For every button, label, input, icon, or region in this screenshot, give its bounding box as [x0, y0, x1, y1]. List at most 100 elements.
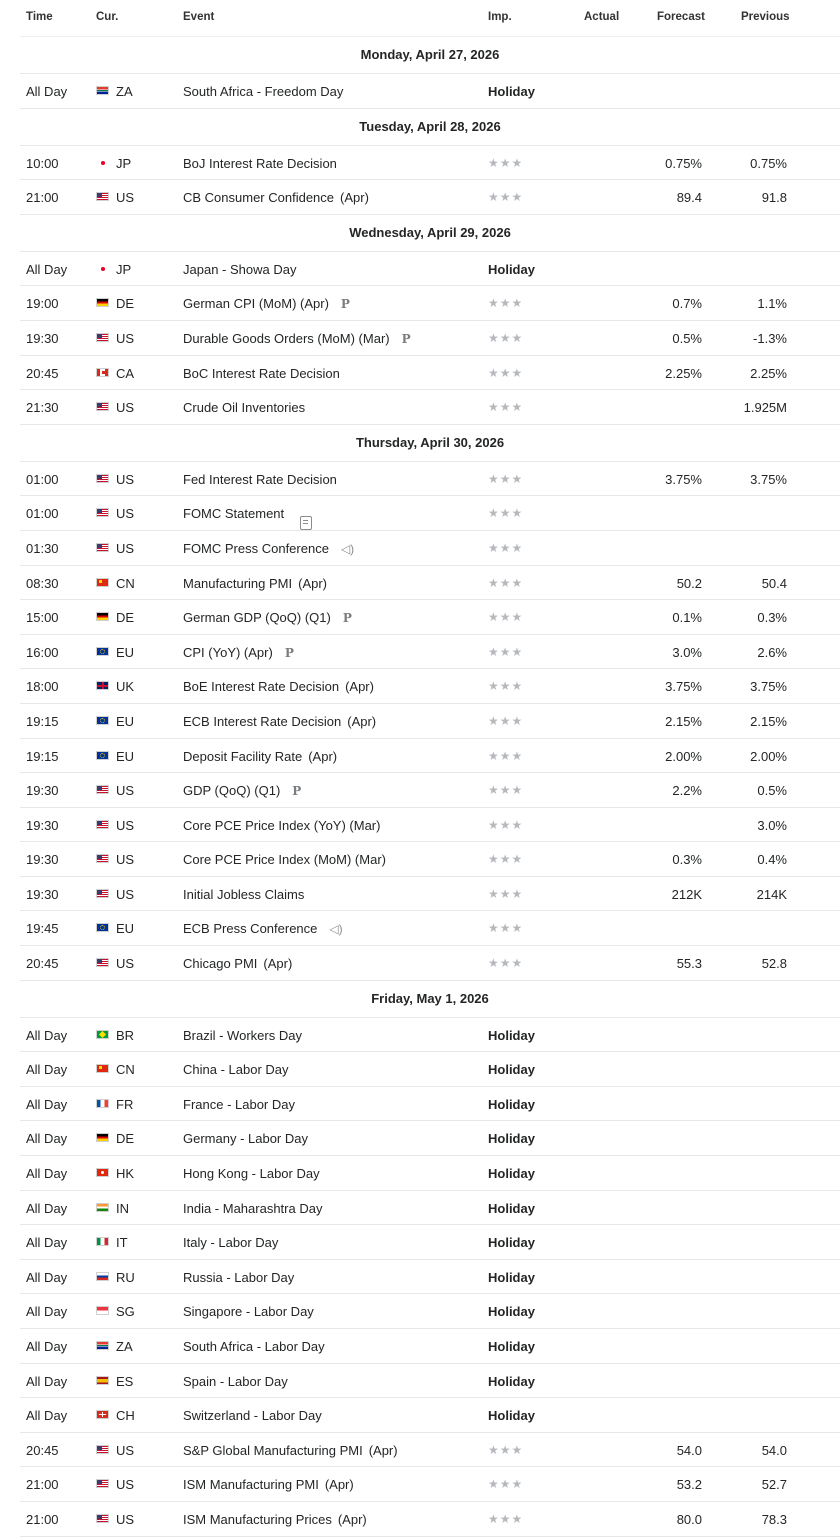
- event-row[interactable]: 01:30 US FOMC Press Conference ◁) ★★★: [20, 531, 840, 566]
- col-time-header[interactable]: Time: [26, 11, 53, 23]
- event-row[interactable]: 21:30 US Crude Oil Inventories ★★★ 1.925M: [20, 390, 840, 425]
- event-cell: France - Labor Day: [183, 1097, 295, 1112]
- col-event-header[interactable]: Event: [183, 11, 215, 23]
- event-row[interactable]: 19:30 US Durable Goods Orders (MoM) (Mar) P…: [20, 321, 840, 356]
- document-icon[interactable]: [300, 516, 313, 531]
- event-name[interactable]: ISM Manufacturing Prices: [183, 1511, 332, 1527]
- event-name[interactable]: Italy - Labor Day: [183, 1235, 279, 1251]
- event-row[interactable]: All Day CN China - Labor Day Holiday: [20, 1052, 840, 1087]
- event-row[interactable]: All Day JP Japan - Showa Day Holiday: [20, 252, 840, 287]
- event-row[interactable]: All Day CH Switzerland - Labor Day Holiday: [20, 1398, 840, 1433]
- event-row[interactable]: 01:00 US Fed Interest Rate Decision ★★★ 3.75…: [20, 462, 840, 497]
- event-time: 01:00: [26, 471, 59, 487]
- event-row[interactable]: 19:30 US GDP (QoQ) (Q1) P ★★★ 2.2% 0.5%: [20, 773, 840, 808]
- event-name[interactable]: ISM Manufacturing PMI: [183, 1477, 319, 1493]
- previous-value: 2.25%: [750, 365, 787, 381]
- event-name[interactable]: South Africa - Labor Day: [183, 1339, 325, 1354]
- event-row[interactable]: 19:30 US Core PCE Price Index (YoY) (Mar) ★…: [20, 808, 840, 843]
- event-row[interactable]: 19:15 EU Deposit Facility Rate (Apr) ★★★ 2.00…: [20, 739, 840, 774]
- event-name[interactable]: S&P Global Manufacturing PMI: [183, 1442, 363, 1458]
- event-name[interactable]: CB Consumer Confidence: [183, 190, 335, 206]
- event-row[interactable]: 10:00 JP BoJ Interest Rate Decision ★★★ 0.75…: [20, 146, 840, 181]
- event-name[interactable]: ECB Press Conference: [183, 921, 318, 937]
- event-row[interactable]: All Day HK Hong Kong - Labor Day Holiday: [20, 1156, 840, 1191]
- col-actual-header[interactable]: Actual: [584, 11, 620, 23]
- event-row[interactable]: 18:00 UK BoE Interest Rate Decision (Apr) ★★…: [20, 669, 840, 704]
- event-name[interactable]: BoC Interest Rate Decision: [183, 365, 340, 381]
- event-name[interactable]: Crude Oil Inventories: [183, 400, 306, 416]
- event-row[interactable]: 15:00 DE German GDP (QoQ) (Q1) P ★★★ 0.1% 0.3%: [20, 600, 840, 635]
- event-name[interactable]: BoJ Interest Rate Decision: [183, 155, 337, 171]
- event-row[interactable]: 19:30 US Core PCE Price Index (MoM) (Mar) ★…: [20, 842, 840, 877]
- event-name[interactable]: France - Labor Day: [183, 1096, 295, 1112]
- event-row[interactable]: 21:00 US ISM Manufacturing PMI (Apr) ★★★ 53.2…: [20, 1467, 840, 1502]
- col-forecast-header[interactable]: Forecast: [657, 11, 705, 23]
- event-row[interactable]: 21:00 US ISM Manufacturing Prices (Apr) ★★★ 8…: [20, 1502, 840, 1537]
- event-name[interactable]: Russia - Labor Day: [183, 1269, 295, 1285]
- event-name[interactable]: Manufacturing PMI: [183, 575, 293, 591]
- event-row[interactable]: All Day SG Singapore - Labor Day Holiday: [20, 1294, 840, 1329]
- importance-stars-icon: ★★★: [488, 921, 524, 936]
- holiday-label: Holiday: [488, 84, 535, 99]
- flag-us-icon: [96, 819, 109, 829]
- event-name[interactable]: Core PCE Price Index (YoY) (Mar): [183, 817, 381, 833]
- event-cell: South Africa - Freedom Day: [183, 84, 343, 99]
- event-name[interactable]: Singapore - Labor Day: [183, 1304, 314, 1320]
- col-currency-header[interactable]: Cur.: [96, 11, 119, 23]
- event-name[interactable]: Core PCE Price Index (MoM) (Mar): [183, 852, 386, 868]
- event-row[interactable]: All Day RU Russia - Labor Day Holiday: [20, 1260, 840, 1295]
- event-name[interactable]: FOMC Press Conference: [183, 540, 329, 556]
- event-name[interactable]: Spain - Labor Day: [183, 1373, 288, 1389]
- event-row[interactable]: 01:00 US FOMC Statement ★★★: [20, 496, 840, 531]
- col-importance-header[interactable]: Imp.: [488, 11, 512, 23]
- event-name[interactable]: Japan - Showa Day: [183, 261, 297, 277]
- event-row[interactable]: 19:15 EU ECB Interest Rate Decision (Apr) ★★…: [20, 704, 840, 739]
- event-row[interactable]: 19:00 DE German CPI (MoM) (Apr) P ★★★ 0.7% 1.1…: [20, 286, 840, 321]
- event-row[interactable]: All Day FR France - Labor Day Holiday: [20, 1087, 840, 1122]
- event-row[interactable]: All Day ES Spain - Labor Day Holiday: [20, 1364, 840, 1399]
- event-name[interactable]: South Africa - Freedom Day: [183, 84, 344, 99]
- event-name[interactable]: Switzerland - Labor Day: [183, 1408, 322, 1424]
- event-name[interactable]: ECB Interest Rate Decision: [183, 713, 342, 729]
- event-row[interactable]: 16:00 EU CPI (YoY) (Apr) P ★★★ 3.0% 2.6%: [20, 635, 840, 670]
- event-row[interactable]: All Day ZA South Africa - Freedom Day Holid…: [20, 74, 840, 109]
- event-name[interactable]: Hong Kong - Labor Day: [183, 1166, 320, 1182]
- event-name[interactable]: Durable Goods Orders (MoM) (Mar): [183, 330, 390, 346]
- event-name[interactable]: Initial Jobless Claims: [183, 886, 305, 902]
- event-name[interactable]: German CPI (MoM) (Apr): [183, 296, 329, 312]
- event-row[interactable]: 19:30 US Initial Jobless Claims ★★★ 212K 214K: [20, 877, 840, 912]
- event-name[interactable]: China - Labor Day: [183, 1062, 289, 1078]
- event-name[interactable]: Fed Interest Rate Decision: [183, 471, 337, 487]
- event-row[interactable]: 20:45 CA BoC Interest Rate Decision ★★★ 2.25…: [20, 356, 840, 391]
- event-cell: Hong Kong - Labor Day: [183, 1166, 320, 1181]
- preliminary-icon: P: [292, 784, 302, 799]
- event-row[interactable]: 20:45 US S&P Global Manufacturing PMI (Apr)…: [20, 1433, 840, 1468]
- event-name[interactable]: Deposit Facility Rate: [183, 748, 303, 764]
- forecast-value: 2.25%: [665, 365, 702, 381]
- event-name[interactable]: Germany - Labor Day: [183, 1131, 308, 1147]
- previous-value: 0.3%: [757, 610, 787, 626]
- event-name[interactable]: India - Maharashtra Day: [183, 1200, 323, 1216]
- event-name[interactable]: Chicago PMI: [183, 956, 258, 972]
- event-time: 01:00: [26, 506, 59, 522]
- event-name[interactable]: GDP (QoQ) (Q1): [183, 783, 281, 799]
- event-name[interactable]: CPI (YoY) (Apr): [183, 644, 273, 660]
- col-previous-header[interactable]: Previous: [741, 11, 790, 23]
- event-name[interactable]: German GDP (QoQ) (Q1): [183, 610, 331, 626]
- event-name[interactable]: FOMC Statement: [183, 506, 285, 522]
- event-name[interactable]: BoE Interest Rate Decision: [183, 679, 340, 695]
- event-row[interactable]: All Day ZA South Africa - Labor Day Holiday: [20, 1329, 840, 1364]
- speaker-icon[interactable]: ◁): [340, 541, 355, 556]
- event-row[interactable]: All Day BR Brazil - Workers Day Holiday: [20, 1018, 840, 1053]
- importance-stars-icon: ★★★: [488, 956, 524, 971]
- event-row[interactable]: All Day DE Germany - Labor Day Holiday: [20, 1121, 840, 1157]
- event-currency: DE: [116, 610, 135, 626]
- event-row[interactable]: 21:00 US CB Consumer Confidence (Apr) ★★★ 89.…: [20, 180, 840, 215]
- speaker-icon[interactable]: ◁): [329, 922, 343, 937]
- event-row[interactable]: All Day IN India - Maharashtra Day Holiday: [20, 1191, 840, 1226]
- event-row[interactable]: 20:45 US Chicago PMI (Apr) ★★★ 55.3 52.8: [20, 946, 840, 981]
- event-name[interactable]: Brazil - Workers Day: [183, 1027, 302, 1043]
- event-row[interactable]: All Day IT Italy - Labor Day Holiday: [20, 1225, 840, 1260]
- event-row[interactable]: 08:30 CN Manufacturing PMI (Apr) ★★★ 50.2 50.4: [20, 566, 840, 601]
- event-row[interactable]: 19:45 EU ECB Press Conference ◁) ★★★: [20, 911, 840, 947]
